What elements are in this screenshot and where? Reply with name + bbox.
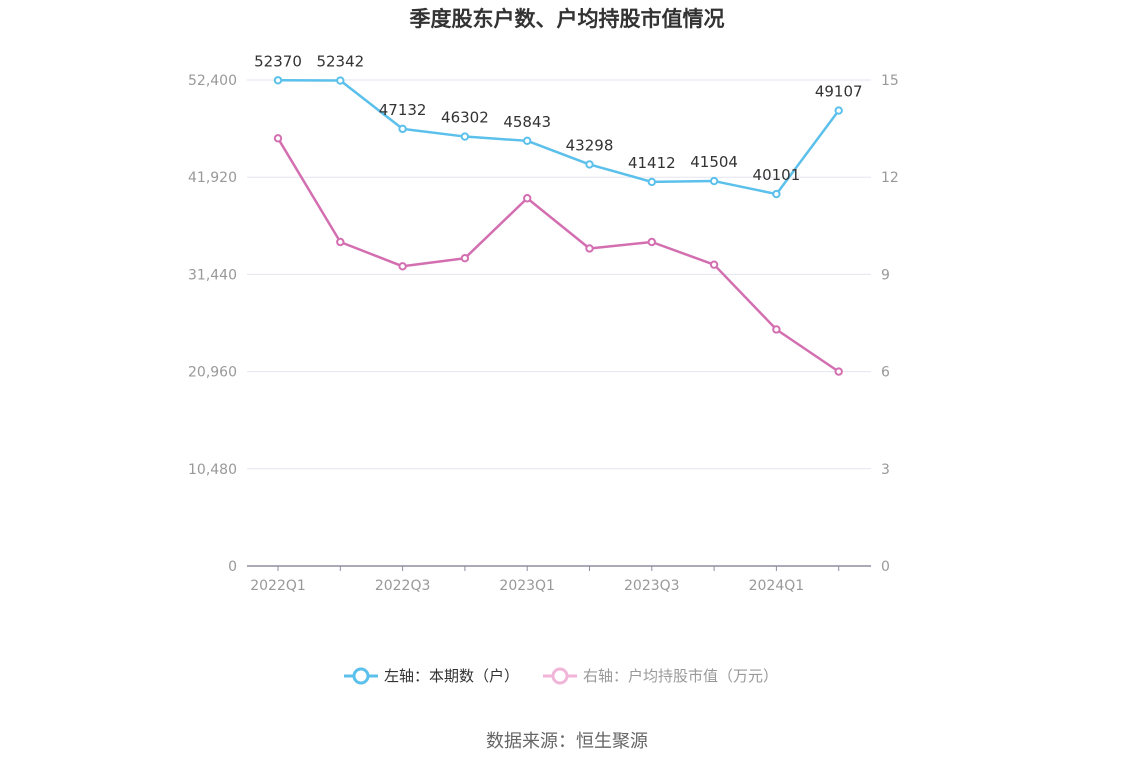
data-point-right[interactable] [523, 194, 532, 203]
legend-item-right[interactable]: 右轴：户均持股市值（万元） [543, 667, 778, 685]
data-point-right[interactable] [647, 237, 656, 247]
data-point-left[interactable] [647, 177, 656, 187]
right-tick-label: 0 [881, 559, 890, 575]
legend-item-left[interactable]: 左轴：本期数（户） [344, 667, 519, 685]
x-tick-label: 2023Q1 [499, 578, 555, 594]
data-point-left[interactable] [460, 132, 470, 141]
series-line-right [276, 137, 840, 373]
left-tick-label: 10,480 [188, 462, 237, 478]
data-point-right[interactable] [834, 367, 843, 376]
data-point-left[interactable] [336, 76, 345, 85]
legend-label-right: 右轴：户均持股市值（万元） [583, 667, 778, 685]
data-point-left[interactable] [585, 160, 594, 169]
legend-label-left: 左轴：本期数（户） [384, 667, 519, 685]
legend[interactable]: 左轴：本期数（户） 右轴：户均持股市值（万元） [344, 667, 778, 685]
data-point-left[interactable] [398, 124, 407, 134]
right-tick-label: 15 [881, 73, 899, 89]
data-label: 47132 [379, 101, 427, 119]
data-labels: 52370 52342 47132 46302 45843 43298 41412 41504… [254, 52, 862, 184]
right-tick-label: 12 [881, 170, 899, 186]
data-label: 52342 [316, 53, 364, 71]
left-tick-label: 20,960 [188, 365, 237, 381]
left-tick-label: 0 [228, 559, 237, 575]
left-tick-label: 41,920 [188, 170, 237, 186]
data-point-left[interactable] [523, 136, 532, 146]
legend-marker-right-icon [551, 667, 569, 685]
data-point-right[interactable] [273, 134, 283, 143]
data-point-right[interactable] [398, 262, 407, 271]
right-tick-label: 3 [881, 462, 890, 478]
series-group [273, 76, 843, 376]
x-tick-label: 2022Q1 [250, 578, 306, 594]
data-point-left[interactable] [273, 76, 283, 85]
data-point-left[interactable] [834, 106, 843, 115]
data-label: 52370 [254, 52, 302, 70]
data-point-right[interactable] [709, 260, 719, 269]
data-point-left[interactable] [772, 189, 781, 199]
chart-title: 季度股东户数、户均持股市值情况 [410, 7, 725, 31]
left-tick-label: 52,400 [188, 73, 237, 89]
right-tick-label: 6 [881, 365, 890, 381]
x-tick-label: 2022Q3 [375, 578, 431, 594]
data-label: 41412 [628, 154, 676, 172]
series-line-left [277, 79, 840, 196]
x-tick-label: 2024Q1 [749, 578, 805, 594]
data-point-right[interactable] [772, 325, 781, 334]
data-point-right[interactable] [336, 237, 345, 247]
data-label: 49107 [815, 83, 863, 101]
left-tick-label: 31,440 [188, 267, 237, 283]
data-label: 40101 [753, 166, 801, 184]
data-label: 45843 [503, 113, 551, 131]
data-label: 41504 [690, 153, 738, 171]
data-point-left[interactable] [709, 176, 719, 186]
x-tick-label: 2023Q3 [624, 578, 680, 594]
data-label: 46302 [441, 109, 489, 127]
data-point-right[interactable] [585, 244, 594, 253]
axes: 0 10,480 20,960 31,440 41,920 52,400 0 3 6 9 12 15 2… [188, 73, 899, 594]
data-source: 数据来源：恒生聚源 [486, 731, 648, 752]
grid [247, 79, 871, 470]
data-label: 43298 [566, 136, 614, 154]
data-point-right[interactable] [460, 254, 470, 263]
legend-marker-left-icon [352, 667, 370, 685]
right-tick-label: 9 [881, 267, 890, 283]
